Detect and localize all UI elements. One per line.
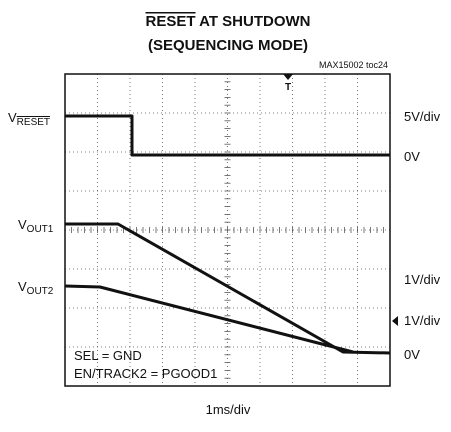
right-label: 1V/div <box>404 272 441 287</box>
right-label: 0V <box>404 149 420 164</box>
x-scale: 1ms/div <box>206 402 251 417</box>
left-label: VOUT2 <box>18 279 54 297</box>
label-sub: OUT2 <box>27 286 54 297</box>
part-id: MAX15002 toc24 <box>319 60 388 70</box>
label-main: V <box>18 279 27 294</box>
level-arrow <box>392 316 398 326</box>
right-label: 5V/div <box>404 109 441 124</box>
reset-trace <box>65 114 390 157</box>
vout1-trace <box>65 222 391 355</box>
left-label: VOUT1 <box>18 217 54 235</box>
trigger-marker: T <box>285 82 291 93</box>
annotation: SEL = GND <box>74 348 142 363</box>
grid <box>64 73 391 387</box>
annotation: EN/TRACK2 = PGOOD1 <box>74 366 217 381</box>
title-rest: AT SHUTDOWN <box>196 13 311 30</box>
plot-frame <box>64 73 391 387</box>
label-main: V <box>8 110 17 125</box>
right-label: 1V/div <box>404 313 441 328</box>
subtitle: (SEQUENCING MODE) <box>148 37 308 54</box>
vout2-trace <box>64 284 354 354</box>
title: RESET AT SHUTDOWN <box>146 13 311 30</box>
left-label: VRESET <box>8 110 50 128</box>
label-sub: OUT1 <box>27 224 54 235</box>
label-main: V <box>18 217 27 232</box>
right-label: 0V <box>404 347 420 362</box>
trigger-arrow <box>283 74 293 80</box>
title-overline: RESET <box>146 13 196 30</box>
label-sub: RESET <box>17 117 50 128</box>
